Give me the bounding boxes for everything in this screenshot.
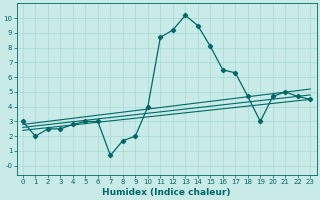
X-axis label: Humidex (Indice chaleur): Humidex (Indice chaleur): [102, 188, 231, 197]
